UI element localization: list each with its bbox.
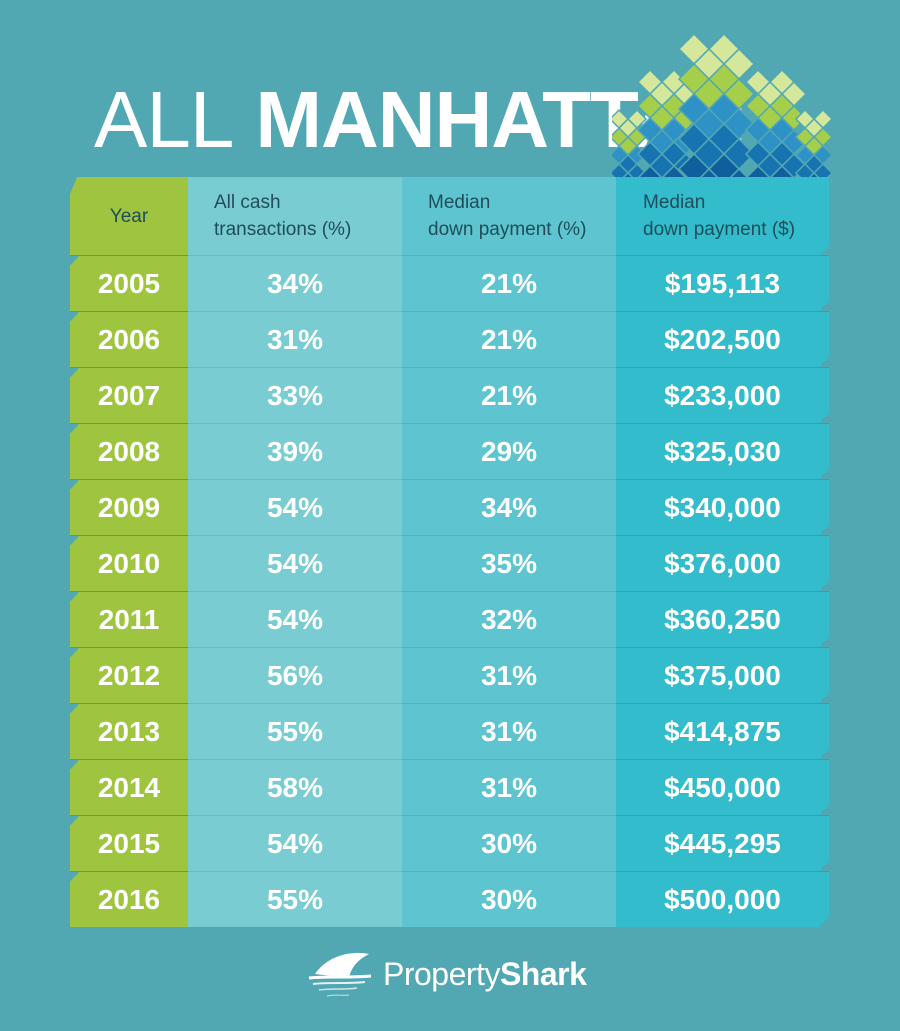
header-all-cash: All cash transactions (%): [188, 177, 402, 256]
cell-median-down-payment-usd: $375,000: [616, 647, 829, 704]
table-row: 2006 31% 21% $202,500: [70, 311, 829, 368]
cell-all-cash-pct: 54%: [188, 535, 402, 592]
cell-median-down-payment-usd: $445,295: [616, 815, 829, 872]
cell-median-down-payment-usd: $233,000: [616, 367, 829, 424]
propertyshark-logo: PropertyShark: [305, 946, 605, 1006]
table-row: 2014 58% 31% $450,000: [70, 759, 829, 816]
cell-median-down-payment-usd: $195,113: [616, 255, 829, 312]
cell-median-down-payment-pct: 35%: [402, 535, 616, 592]
cell-all-cash-pct: 55%: [188, 871, 402, 927]
table-row: 2012 56% 31% $375,000: [70, 647, 829, 704]
cell-median-down-payment-pct: 21%: [402, 255, 616, 312]
cell-year: 2016: [70, 871, 188, 927]
cell-all-cash-pct: 58%: [188, 759, 402, 816]
cell-all-cash-pct: 39%: [188, 423, 402, 480]
table-row: 2009 54% 34% $340,000: [70, 479, 829, 536]
cell-median-down-payment-usd: $202,500: [616, 311, 829, 368]
cell-median-down-payment-usd: $340,000: [616, 479, 829, 536]
cell-all-cash-pct: 56%: [188, 647, 402, 704]
cell-median-down-payment-usd: $414,875: [616, 703, 829, 760]
table-row: 2015 54% 30% $445,295: [70, 815, 829, 872]
cell-year: 2005: [70, 255, 188, 312]
table-row: 2010 54% 35% $376,000: [70, 535, 829, 592]
cell-median-down-payment-pct: 34%: [402, 479, 616, 536]
cell-year: 2012: [70, 647, 188, 704]
table-row: 2013 55% 31% $414,875: [70, 703, 829, 760]
cash-down-payment-table: Year All cash transactions (%) Median down…: [70, 177, 829, 927]
cell-all-cash-pct: 31%: [188, 311, 402, 368]
cell-year: 2007: [70, 367, 188, 424]
cell-year: 2011: [70, 591, 188, 648]
title-light-word: ALL: [94, 75, 234, 164]
cell-median-down-payment-usd: $450,000: [616, 759, 829, 816]
cell-year: 2014: [70, 759, 188, 816]
cell-year: 2010: [70, 535, 188, 592]
cell-median-down-payment-pct: 21%: [402, 367, 616, 424]
cell-median-down-payment-pct: 32%: [402, 591, 616, 648]
table-row: 2011 54% 32% $360,250: [70, 591, 829, 648]
header-median-down-payment-pct: Median down payment (%): [402, 177, 616, 256]
cell-median-down-payment-usd: $376,000: [616, 535, 829, 592]
cell-median-down-payment-usd: $360,250: [616, 591, 829, 648]
cell-all-cash-pct: 54%: [188, 591, 402, 648]
cell-median-down-payment-pct: 31%: [402, 647, 616, 704]
cell-year: 2013: [70, 703, 188, 760]
cell-median-down-payment-pct: 31%: [402, 703, 616, 760]
table-row: 2008 39% 29% $325,030: [70, 423, 829, 480]
table-header-row: Year All cash transactions (%) Median down…: [70, 177, 829, 256]
cell-year: 2015: [70, 815, 188, 872]
cell-median-down-payment-pct: 29%: [402, 423, 616, 480]
skyline-illustration-icon: [612, 32, 832, 178]
cell-all-cash-pct: 55%: [188, 703, 402, 760]
cell-all-cash-pct: 33%: [188, 367, 402, 424]
cell-year: 2009: [70, 479, 188, 536]
cell-median-down-payment-usd: $500,000: [616, 871, 829, 927]
cell-year: 2006: [70, 311, 188, 368]
cell-median-down-payment-pct: 31%: [402, 759, 616, 816]
logo-wordmark: PropertyShark: [383, 956, 587, 992]
cell-year: 2008: [70, 423, 188, 480]
cell-all-cash-pct: 54%: [188, 479, 402, 536]
table-row: 2007 33% 21% $233,000: [70, 367, 829, 424]
table-row: 2016 55% 30% $500,000: [70, 871, 829, 927]
page-title: ALL MANHATTAN: [94, 72, 746, 168]
cell-median-down-payment-pct: 21%: [402, 311, 616, 368]
header-year: Year: [70, 177, 188, 256]
cell-all-cash-pct: 34%: [188, 255, 402, 312]
header-median-down-payment-usd: Median down payment ($): [616, 177, 829, 256]
cell-median-down-payment-pct: 30%: [402, 815, 616, 872]
cell-median-down-payment-usd: $325,030: [616, 423, 829, 480]
cell-all-cash-pct: 54%: [188, 815, 402, 872]
shark-fin-icon: [308, 952, 372, 997]
cell-median-down-payment-pct: 30%: [402, 871, 616, 927]
table-row: 2005 34% 21% $195,113: [70, 255, 829, 312]
